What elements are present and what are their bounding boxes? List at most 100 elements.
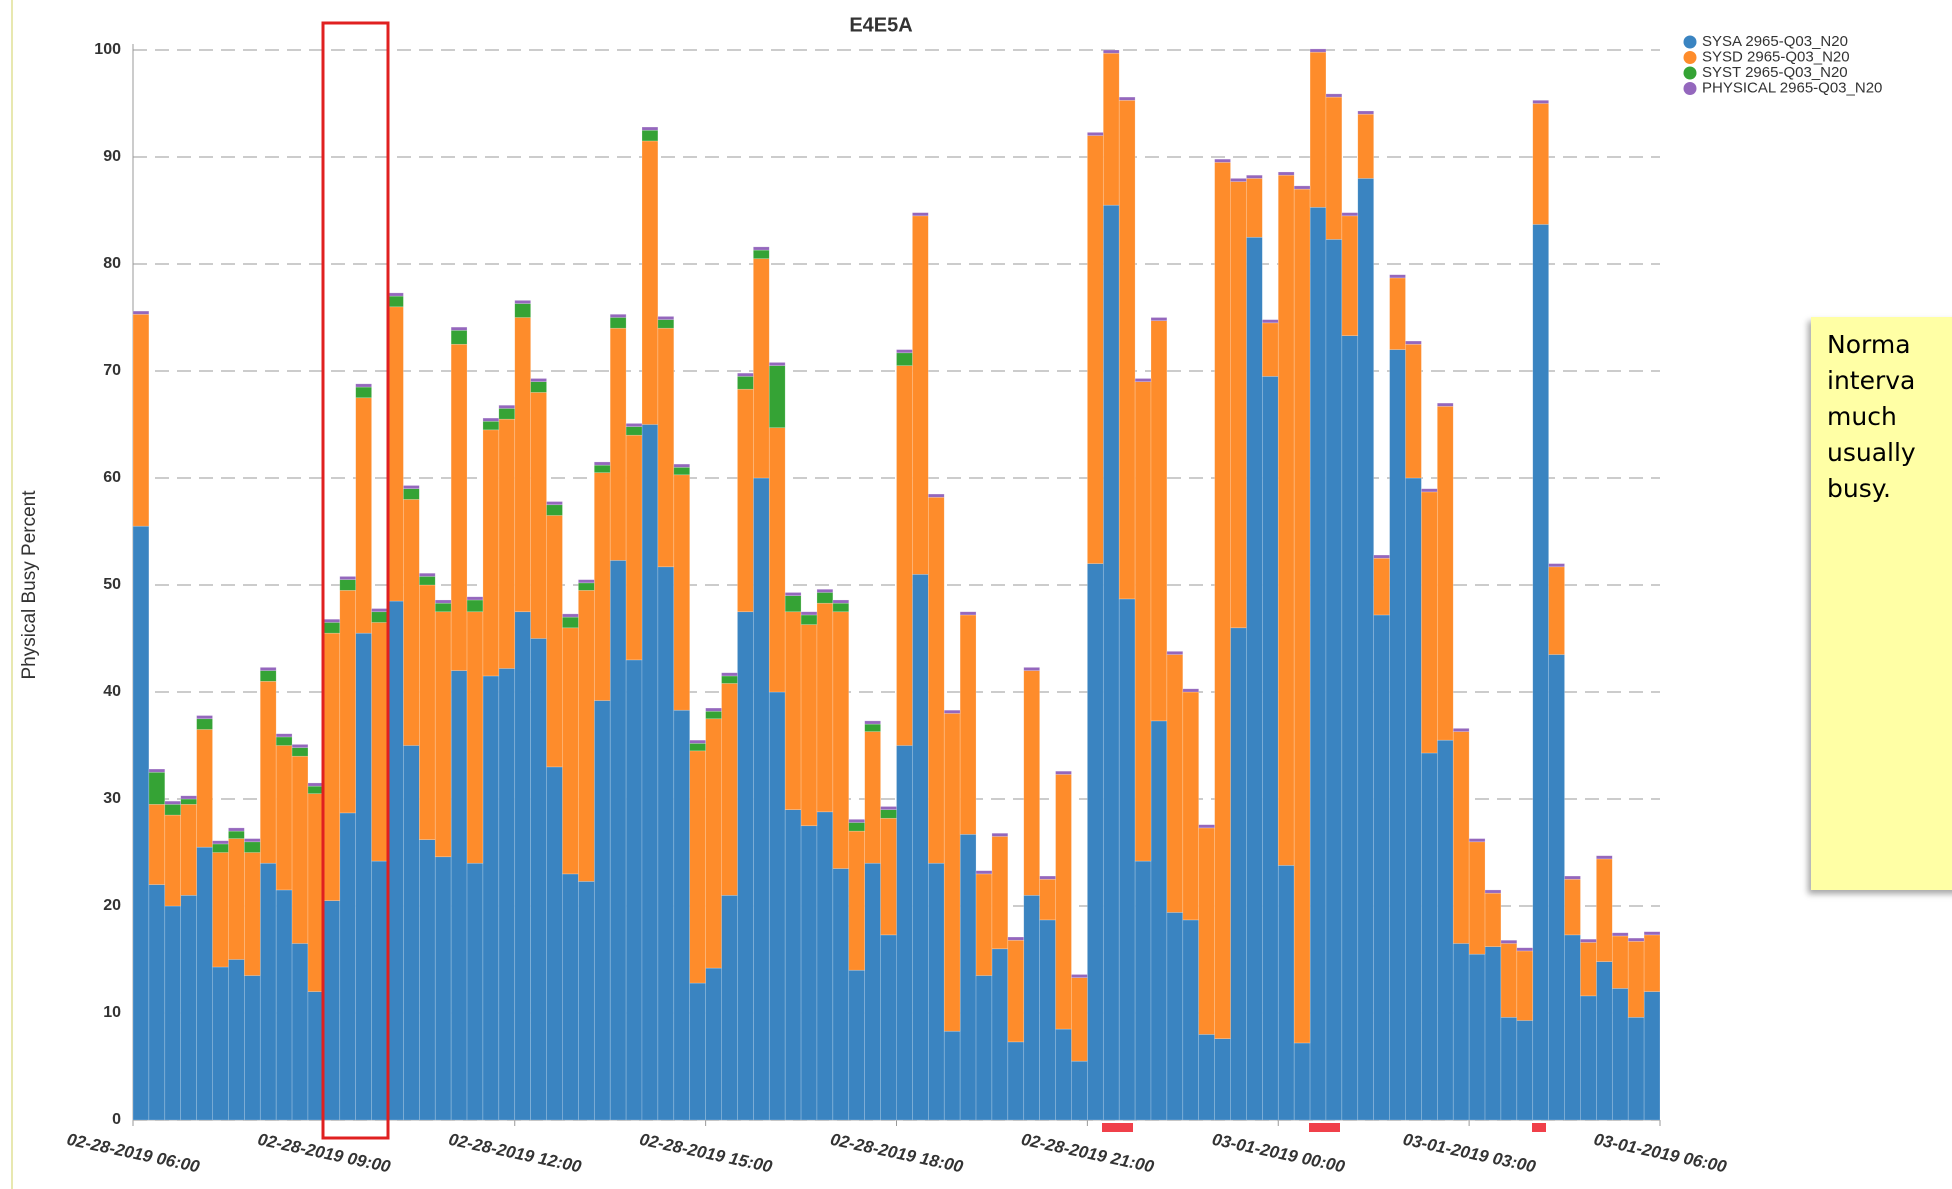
bar-segment bbox=[1341, 335, 1359, 1121]
bar-segment bbox=[1023, 667, 1040, 671]
bar-segment bbox=[387, 292, 404, 297]
x-tick-label: 03-01-2019 06:00 bbox=[1592, 1130, 1729, 1177]
bar-segment bbox=[132, 310, 150, 315]
bar-segment bbox=[434, 611, 452, 858]
bar-segment bbox=[1421, 488, 1438, 493]
x-tick-label: 03-01-2019 03:00 bbox=[1401, 1130, 1538, 1177]
bar-segment bbox=[1580, 942, 1597, 997]
bar-segment bbox=[1548, 563, 1565, 568]
bar-segment bbox=[593, 472, 611, 701]
bar-segment bbox=[148, 804, 166, 885]
bar-segment bbox=[498, 404, 516, 409]
bar-segment bbox=[1468, 838, 1486, 843]
bar-segment bbox=[1500, 943, 1518, 1018]
bar-segment bbox=[705, 710, 722, 720]
bar-segment bbox=[832, 599, 850, 604]
bar-segment bbox=[1643, 931, 1661, 936]
bar-segment bbox=[768, 365, 786, 429]
bar-segment bbox=[609, 313, 627, 318]
bar-segment bbox=[244, 852, 261, 976]
bar-segment bbox=[291, 747, 309, 757]
bar-segment bbox=[1293, 185, 1311, 190]
bar-segment bbox=[307, 782, 325, 787]
bar-segment bbox=[1516, 950, 1534, 1021]
bar-segment bbox=[896, 349, 913, 354]
bar-segment bbox=[1198, 827, 1215, 1035]
bar-segment bbox=[848, 969, 865, 1121]
bar-segment bbox=[387, 600, 404, 1121]
bar-segment bbox=[371, 622, 388, 862]
y-tick-label: 80 bbox=[103, 255, 121, 272]
bar-segment bbox=[1102, 49, 1120, 54]
bar-segment bbox=[800, 614, 818, 625]
bar-segment bbox=[1023, 894, 1040, 1121]
bar-segment bbox=[164, 814, 182, 907]
legend-swatch bbox=[1683, 82, 1697, 95]
bar-segment bbox=[482, 417, 500, 422]
bar-segment bbox=[705, 967, 722, 1121]
bar-segment bbox=[546, 501, 563, 506]
bar-segment bbox=[196, 846, 213, 1121]
bar-segment bbox=[180, 894, 197, 1121]
bar-segment bbox=[546, 515, 563, 768]
bar-segment bbox=[371, 608, 388, 613]
bar-segment bbox=[419, 839, 436, 1121]
bar-segment bbox=[768, 427, 786, 693]
bar-segment bbox=[132, 525, 150, 1121]
bar-segment bbox=[1421, 491, 1438, 754]
bar-segment bbox=[880, 934, 897, 1121]
bar-segment bbox=[1134, 381, 1152, 862]
bar-segment bbox=[753, 477, 770, 1121]
bar-segment bbox=[1102, 52, 1120, 206]
bar-segment bbox=[1150, 317, 1168, 322]
bar-segment bbox=[180, 798, 197, 805]
bar-segment bbox=[466, 599, 484, 613]
bar-segment bbox=[466, 611, 484, 864]
y-tick-label: 100 bbox=[94, 41, 121, 58]
bar-segment bbox=[450, 326, 468, 331]
bar-segment bbox=[578, 579, 595, 584]
bar-segment bbox=[339, 576, 356, 580]
bar-segment bbox=[657, 327, 675, 568]
bar-segment bbox=[1277, 171, 1295, 176]
bar-segment bbox=[1548, 654, 1565, 1121]
bar-segment bbox=[1182, 919, 1200, 1121]
bar-segment bbox=[434, 856, 452, 1121]
y-tick-label: 90 bbox=[103, 148, 121, 165]
bar-segment bbox=[339, 590, 356, 814]
bar-segment bbox=[657, 566, 675, 1121]
bar-segment bbox=[307, 785, 325, 794]
highlight-box bbox=[321, 21, 390, 1140]
bar-segment bbox=[196, 715, 213, 720]
bar-segment bbox=[784, 595, 802, 613]
bar-segment bbox=[593, 700, 611, 1121]
bar-segment bbox=[1118, 598, 1136, 1121]
y-tick-label: 20 bbox=[103, 897, 121, 914]
bar-segment bbox=[593, 464, 611, 473]
bar-segment bbox=[1580, 938, 1597, 943]
bar-segment bbox=[148, 884, 166, 1121]
bar-segment bbox=[482, 420, 500, 431]
bar-segment bbox=[1039, 875, 1056, 880]
bar-segment bbox=[1055, 1028, 1072, 1121]
legend-swatch bbox=[1683, 66, 1697, 80]
bar-segment bbox=[562, 616, 579, 629]
x-tick-label: 02-28-2019 12:00 bbox=[447, 1130, 584, 1177]
bar-segment bbox=[1055, 770, 1072, 775]
bar-segment bbox=[1325, 239, 1343, 1121]
x-tick-label: 02-28-2019 21:00 bbox=[1020, 1130, 1157, 1177]
bar-segment bbox=[1039, 878, 1056, 921]
bar-segment bbox=[323, 900, 341, 1121]
bar-segment bbox=[164, 804, 182, 816]
bar-segment bbox=[864, 720, 881, 725]
note-line: Norma bbox=[1827, 330, 1911, 359]
bar-segment bbox=[1373, 614, 1390, 1121]
bar-segment bbox=[228, 827, 245, 832]
bar-segment bbox=[689, 743, 706, 752]
bar-segment bbox=[1230, 181, 1247, 629]
bar-segment bbox=[753, 246, 770, 251]
bar-segment bbox=[784, 592, 802, 596]
bar-segment bbox=[1230, 178, 1247, 182]
bar-segment bbox=[625, 426, 643, 436]
bar-segment bbox=[1357, 110, 1374, 115]
